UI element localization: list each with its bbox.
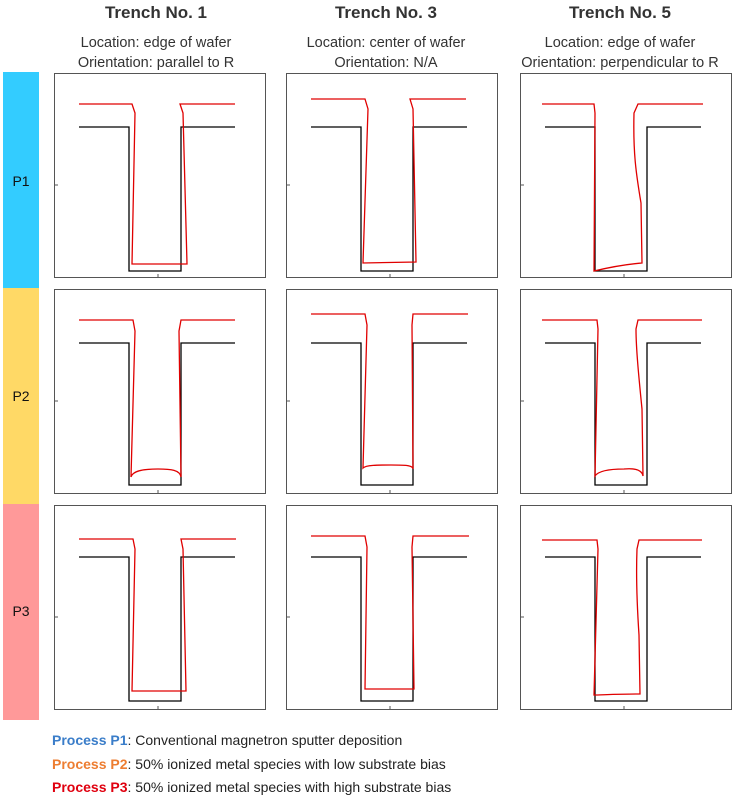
panel-frame	[54, 73, 266, 278]
trench-outline	[311, 126, 467, 272]
column-subtitle-trench-3: Location: center of wafer Orientation: N…	[266, 33, 506, 73]
deposited-film-profile	[311, 98, 466, 264]
deposited-film-profile	[79, 319, 235, 478]
column-subtitle-trench-5: Location: edge of wafer Orientation: per…	[500, 33, 734, 73]
trench-panel-p1-col-1	[54, 73, 266, 278]
panel-frame	[520, 73, 732, 278]
trench-outline	[79, 556, 235, 702]
legend-key-p3: Process P3	[52, 779, 128, 795]
legend-key-p2: Process P2	[52, 756, 128, 772]
legend-process-p1: Process P1: Conventional magnetron sputt…	[52, 732, 402, 748]
trench-panel-p2-col-1	[54, 289, 266, 494]
trench-panel-p1-col-3	[520, 73, 732, 278]
row-label-p1: P1	[12, 173, 30, 189]
column-title-trench-3: Trench No. 3	[334, 3, 438, 22]
deposited-film-profile	[311, 535, 469, 690]
trench-panel-p1-col-2	[286, 73, 498, 278]
row-band-p1	[3, 72, 39, 288]
trench-panel-p3-col-3	[520, 505, 732, 710]
deposited-film-profile	[542, 539, 702, 696]
row-band-p2	[3, 288, 39, 504]
deposited-film-profile	[311, 313, 468, 470]
location-text: Location: center of wafer	[306, 35, 466, 51]
trench-outline	[79, 126, 235, 272]
legend-text-p1: : Conventional magnetron sputter deposit…	[127, 732, 403, 748]
panel-frame	[54, 505, 266, 710]
panel-frame	[286, 505, 498, 710]
deposited-film-profile	[79, 103, 235, 265]
column-title-trench-5: Trench No. 5	[568, 3, 672, 22]
orientation-text: Orientation: perpendicular to R	[521, 55, 719, 71]
trench-outline	[79, 342, 235, 486]
row-band-p3	[3, 504, 39, 720]
trench-outline	[545, 556, 701, 702]
orientation-text: Orientation: N/A	[334, 55, 438, 71]
trench-outline	[545, 126, 701, 272]
column-title-trench-1: Trench No. 1	[104, 3, 208, 22]
deposited-film-profile	[542, 319, 702, 479]
row-label-p2: P2	[12, 388, 30, 404]
trench-outline	[311, 342, 467, 486]
trench-panel-p2-col-3	[520, 289, 732, 494]
legend-text-p3: : 50% ionized metal species with high su…	[127, 779, 452, 795]
legend-process-p3: Process P3: 50% ionized metal species wi…	[52, 779, 451, 795]
deposited-film-profile	[79, 538, 236, 692]
panel-frame	[520, 289, 732, 494]
trench-outline	[545, 342, 701, 486]
column-subtitle-trench-1: Location: edge of wafer Orientation: par…	[36, 33, 276, 73]
trench-outline	[311, 556, 467, 702]
location-text: Location: edge of wafer	[544, 35, 696, 51]
location-text: Location: edge of wafer	[80, 35, 232, 51]
legend-process-p2: Process P2: 50% ionized metal species wi…	[52, 756, 446, 772]
trench-panel-p3-col-2	[286, 505, 498, 710]
panel-frame	[286, 289, 498, 494]
legend-text-p2: : 50% ionized metal species with low sub…	[127, 756, 446, 772]
panel-frame	[520, 505, 732, 710]
orientation-text: Orientation: parallel to R	[77, 55, 235, 71]
row-label-p3: P3	[12, 603, 30, 619]
panel-frame	[286, 73, 498, 278]
deposited-film-profile	[542, 103, 703, 272]
panel-frame	[54, 289, 266, 494]
trench-panel-p2-col-2	[286, 289, 498, 494]
trench-panel-p3-col-1	[54, 505, 266, 710]
legend-key-p1: Process P1	[52, 732, 128, 748]
